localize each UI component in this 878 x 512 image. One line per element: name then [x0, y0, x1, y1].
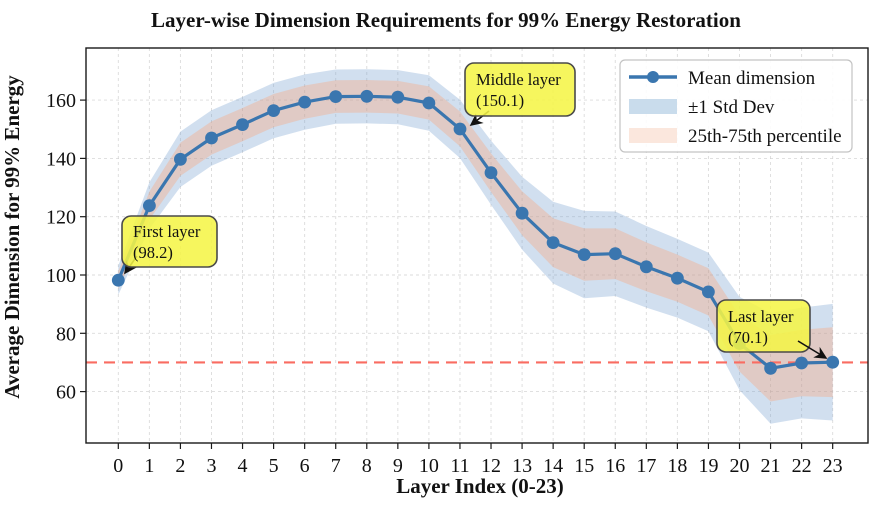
legend-percentile-band-swatch — [629, 128, 677, 143]
data-point-marker — [795, 356, 808, 370]
data-point-marker — [577, 248, 591, 261]
annotation-last-layer: Last layer (70.1) — [716, 299, 828, 359]
axes-layer: 0 1 2 3 4 5 6 7 8 9 10 11 12 13 14 15 16 17 18 19 20 21 22 2360… — [46, 47, 869, 477]
y-tick-label: 100 — [46, 265, 76, 287]
y-tick-label: 80 — [56, 323, 76, 345]
data-point-marker — [546, 236, 560, 250]
data-point-marker — [205, 131, 218, 145]
data-point-marker — [236, 118, 249, 131]
x-tick-label: 10 — [419, 455, 439, 477]
data-point-marker — [422, 96, 436, 110]
y-axis-label: Average Dimension for 99% Energy — [0, 75, 24, 399]
x-axis-label: Layer Index (0-23) — [396, 474, 564, 498]
data-point-marker — [329, 90, 343, 103]
x-tick-label: 13 — [512, 455, 532, 477]
y-tick-label: 160 — [46, 90, 76, 112]
x-tick-label: 21 — [761, 455, 781, 477]
y-tick-label: 120 — [46, 207, 76, 229]
data-point-marker — [484, 166, 498, 180]
plot-border — [85, 47, 869, 444]
percentile-band — [118, 80, 833, 402]
annotation-box — [121, 215, 218, 268]
x-tick-label: 19 — [698, 455, 718, 477]
data-point-marker — [111, 273, 125, 287]
std-dev-band — [118, 69, 833, 424]
x-tick-label: 4 — [238, 455, 248, 477]
y-tick-label: 60 — [56, 382, 76, 404]
legend-label-mean: Mean dimension — [688, 68, 816, 89]
x-tick-label: 6 — [300, 455, 310, 477]
chart-title: Layer-wise Dimension Requirements for 99… — [151, 8, 741, 32]
x-tick-label: 12 — [481, 455, 501, 477]
annotation-box — [716, 299, 811, 353]
data-point-marker — [608, 247, 622, 261]
x-tick-label: 15 — [574, 455, 594, 477]
x-tick-label: 5 — [269, 455, 279, 477]
data-point-marker — [702, 285, 715, 299]
x-tick-label: 18 — [667, 455, 687, 477]
annotation-title: First layer — [133, 222, 201, 241]
annotation-first-layer: First layer (98.2) — [121, 215, 218, 275]
x-tick-label: 8 — [362, 455, 372, 477]
data-point-marker — [391, 90, 405, 104]
annotation-middle-layer: Middle layer (150.1) — [464, 62, 576, 126]
x-tick-label: 14 — [543, 455, 563, 477]
x-tick-label: 1 — [144, 455, 154, 477]
legend-mean-marker-icon — [647, 71, 659, 83]
annotation-value: (70.1) — [728, 328, 768, 347]
x-tick-label: 7 — [331, 455, 341, 477]
x-tick-label: 20 — [730, 455, 750, 477]
x-tick-label: 2 — [175, 455, 185, 477]
legend-std-band-swatch — [629, 99, 677, 114]
annotation-title: Middle layer — [476, 70, 561, 89]
data-point-marker — [143, 199, 156, 213]
data-point-marker — [453, 122, 467, 136]
y-tick-label: 140 — [46, 148, 76, 170]
x-tick-label: 3 — [206, 455, 216, 477]
data-point-marker — [267, 104, 280, 117]
x-tick-label: 23 — [823, 455, 843, 477]
legend: Mean dimension ±1 Std Dev 25th-75th perc… — [619, 59, 853, 153]
data-point-marker — [174, 152, 187, 166]
annotation-value: (150.1) — [476, 91, 524, 110]
x-tick-label: 22 — [792, 455, 812, 477]
data-point-marker — [298, 95, 312, 109]
legend-label-percentile: 25th-75th percentile — [688, 126, 842, 147]
x-tick-label: 9 — [393, 455, 403, 477]
x-tick-label: 11 — [450, 455, 469, 477]
data-point-marker — [826, 355, 840, 369]
x-tick-label: 16 — [605, 455, 625, 477]
legend-box — [619, 59, 853, 153]
data-point-marker — [639, 260, 653, 274]
data-point-marker — [764, 361, 777, 375]
legend-label-std: ±1 Std Dev — [688, 97, 775, 118]
data-point-marker — [515, 206, 529, 220]
annotation-value: (98.2) — [133, 243, 173, 262]
data-point-marker — [360, 89, 374, 103]
band-layer — [118, 69, 833, 424]
data-point-marker — [671, 271, 684, 285]
annotation-title: Last layer — [728, 307, 794, 326]
annotation-arrow — [797, 340, 828, 359]
x-tick-label: 17 — [636, 455, 656, 477]
x-tick-label: 0 — [113, 455, 123, 477]
annotation-box — [464, 62, 576, 117]
